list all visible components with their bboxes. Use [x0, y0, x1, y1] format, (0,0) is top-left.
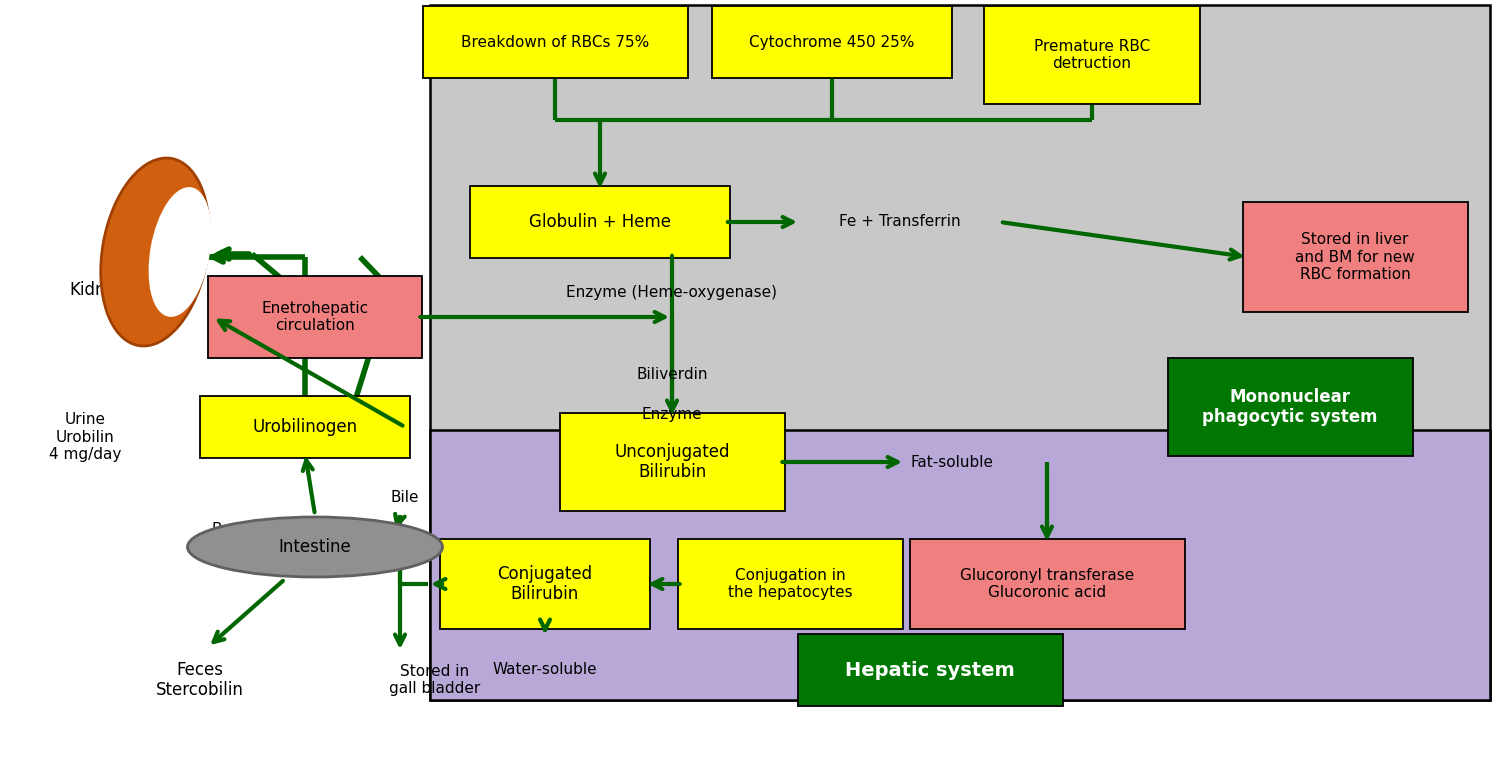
- FancyBboxPatch shape: [909, 539, 1185, 629]
- Text: Conjugation in
the hepatocytes: Conjugation in the hepatocytes: [728, 568, 852, 600]
- Text: Enzyme: Enzyme: [642, 406, 702, 421]
- FancyBboxPatch shape: [207, 276, 423, 358]
- Text: Conjugated
Bilirubin: Conjugated Bilirubin: [498, 565, 592, 604]
- Ellipse shape: [188, 517, 442, 577]
- Text: Glucoronyl transferase
Glucoronic acid: Glucoronyl transferase Glucoronic acid: [960, 568, 1134, 600]
- Text: Urobilinogen: Urobilinogen: [252, 418, 357, 436]
- FancyBboxPatch shape: [423, 6, 687, 78]
- Ellipse shape: [150, 187, 210, 316]
- Text: Stored in liver
and BM for new
RBC formation: Stored in liver and BM for new RBC forma…: [1294, 232, 1414, 282]
- Text: Mononuclear
phagocytic system: Mononuclear phagocytic system: [1203, 388, 1377, 427]
- FancyBboxPatch shape: [678, 539, 903, 629]
- Text: Unconjugated
Bilirubin: Unconjugated Bilirubin: [615, 443, 729, 482]
- Text: Fe + Transferrin: Fe + Transferrin: [839, 214, 962, 229]
- Text: Bacterial action: Bacterial action: [211, 523, 332, 537]
- Text: Fat-soluble: Fat-soluble: [910, 454, 993, 469]
- FancyBboxPatch shape: [984, 6, 1200, 104]
- Text: Breakdown of RBCs 75%: Breakdown of RBCs 75%: [460, 34, 650, 50]
- Text: Hepatic system: Hepatic system: [844, 661, 1016, 680]
- Text: Kidney: Kidney: [69, 281, 126, 299]
- Text: Intestine: Intestine: [279, 538, 351, 556]
- Text: Bile: Bile: [390, 489, 418, 504]
- Text: Biliverdin: Biliverdin: [636, 367, 708, 382]
- Text: Water-soluble: Water-soluble: [492, 662, 597, 677]
- Text: Premature RBC
detruction: Premature RBC detruction: [1034, 39, 1150, 71]
- FancyBboxPatch shape: [470, 186, 730, 258]
- Text: Globulin + Heme: Globulin + Heme: [530, 213, 670, 231]
- FancyBboxPatch shape: [1167, 358, 1413, 456]
- FancyBboxPatch shape: [430, 430, 1490, 700]
- Text: Stored in
gall bladder: Stored in gall bladder: [390, 664, 480, 696]
- Text: Urine
Urobilin
4 mg/day: Urine Urobilin 4 mg/day: [50, 412, 122, 462]
- FancyBboxPatch shape: [560, 413, 784, 511]
- Ellipse shape: [100, 158, 210, 346]
- Text: Enetrohepatic
circulation: Enetrohepatic circulation: [261, 301, 369, 333]
- FancyBboxPatch shape: [200, 396, 410, 458]
- FancyBboxPatch shape: [1242, 202, 1467, 312]
- Text: Enzyme (Heme-oxygenase): Enzyme (Heme-oxygenase): [567, 284, 777, 299]
- FancyBboxPatch shape: [712, 6, 952, 78]
- FancyBboxPatch shape: [430, 5, 1490, 700]
- FancyBboxPatch shape: [798, 634, 1062, 706]
- FancyBboxPatch shape: [440, 539, 650, 629]
- Text: Feces
Stercobilin: Feces Stercobilin: [156, 661, 244, 700]
- Text: Cytochrome 450 25%: Cytochrome 450 25%: [750, 34, 915, 50]
